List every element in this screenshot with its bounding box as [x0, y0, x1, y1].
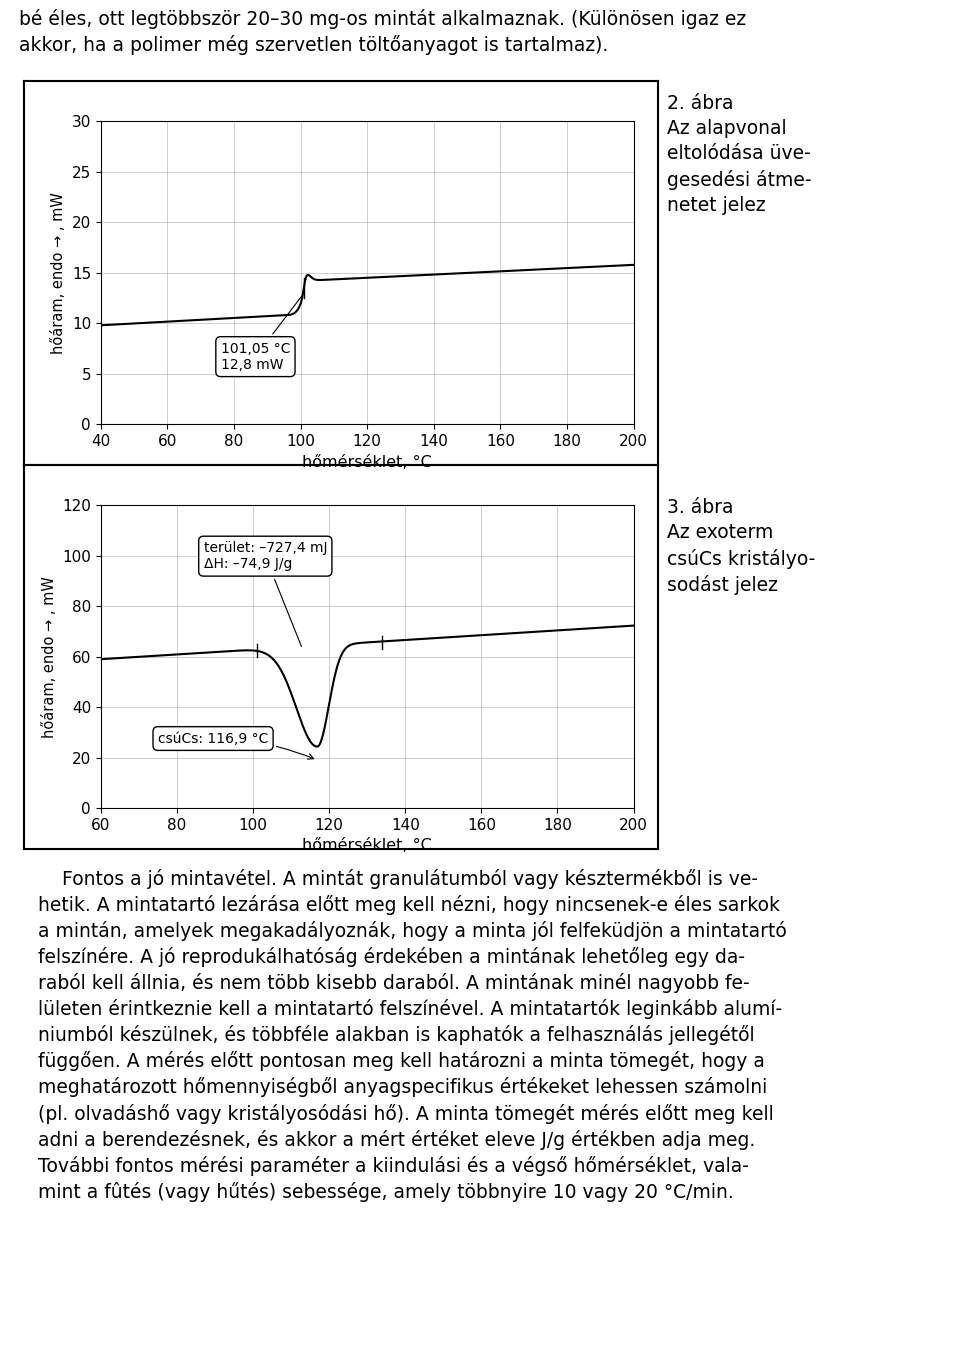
Text: terület: –727,4 mJ
ΔH: –74,9 J/g: terület: –727,4 mJ ΔH: –74,9 J/g [204, 541, 327, 647]
Text: Fontos a jó mintavétel. A mintát granulátumból vagy késztermékből is ve-
hetik. : Fontos a jó mintavétel. A mintát granulá… [38, 869, 787, 1202]
X-axis label: hőmérséklet, °C: hőmérséklet, °C [302, 838, 432, 854]
X-axis label: hőmérséklet, °C: hőmérséklet, °C [302, 454, 432, 470]
Y-axis label: hőáram, endo → , mW: hőáram, endo → , mW [51, 191, 66, 354]
Text: 2. ábra
Az alapvonal
eltolódása üve-
gesedési átme-
netet jelez: 2. ábra Az alapvonal eltolódása üve- ges… [667, 94, 812, 214]
Text: 3. ábra
Az exoterm
csúCs kristályo-
sodást jelez: 3. ábra Az exoterm csúCs kristályo- sodá… [667, 498, 815, 595]
Text: 101,05 °C
12,8 mW: 101,05 °C 12,8 mW [221, 295, 302, 372]
Y-axis label: hőáram, endo → , mW: hőáram, endo → , mW [41, 575, 57, 738]
Text: csúCs: 116,9 °C: csúCs: 116,9 °C [157, 731, 314, 760]
Text: bé éles, ott legtöbbször 20–30 mg-os mintát alkalmaznak. (Különösen igaz ez
akko: bé éles, ott legtöbbször 20–30 mg-os min… [19, 9, 746, 55]
